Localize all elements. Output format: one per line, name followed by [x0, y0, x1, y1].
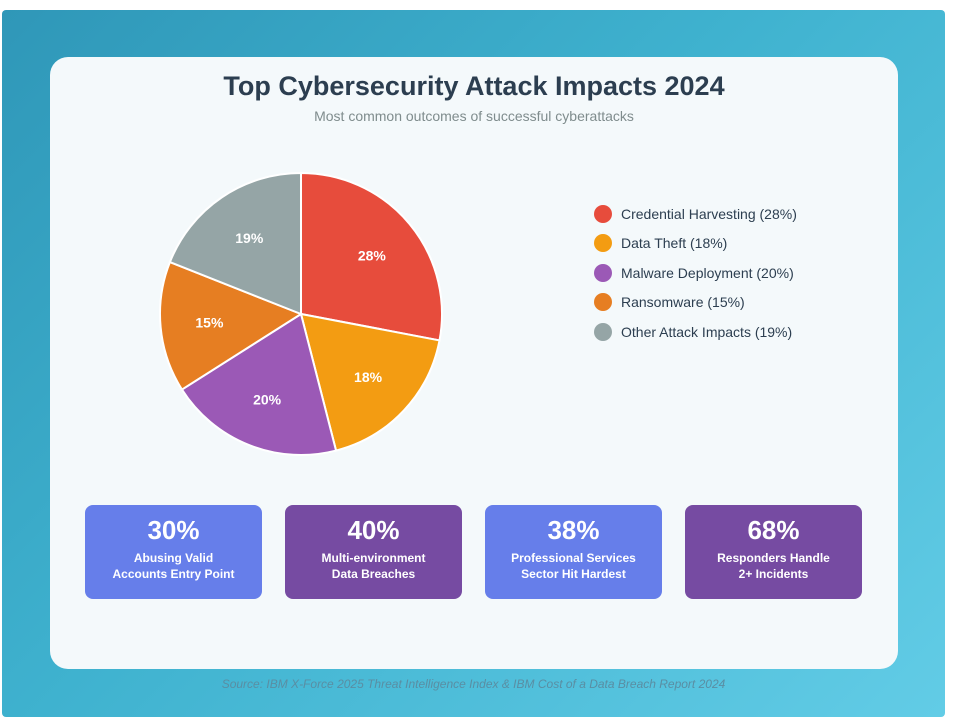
- stat-label: Responders Handle 2+ Incidents: [717, 551, 830, 581]
- pie-slice-other-attack-impacts[interactable]: [168, 171, 302, 316]
- chart-title: Top Cybersecurity Attack Impacts 2024: [223, 71, 725, 101]
- pie-slice-credential-harvesting[interactable]: [300, 171, 443, 342]
- stat-value: 30%: [147, 515, 200, 545]
- pie-data-label-data-theft: 18%: [354, 369, 383, 385]
- pie-chart: 28% 18% 20% 15% 19%: [159, 171, 443, 456]
- legend-label: Malware Deployment (20%): [621, 264, 794, 281]
- stat-value: 38%: [547, 515, 600, 545]
- stat-card-3: 38% Professional Services Sector Hit Hard…: [485, 505, 662, 599]
- stat-value: 68%: [747, 515, 800, 545]
- stat-card-1: 30% Abusing Valid Accounts Entry Point: [85, 505, 262, 599]
- stat-cards: 30% Abusing Valid Accounts Entry Point 40%…: [85, 505, 862, 599]
- pie-slice-malware-deployment[interactable]: [180, 312, 338, 456]
- stat-label: Professional Services Sector Hit Hardest: [511, 551, 636, 581]
- legend-swatch: [594, 204, 612, 223]
- chart-legend: Credential Harvesting (28%) Data Theft (1…: [594, 199, 797, 347]
- chart-card: Top Cybersecurity Attack Impacts 2024 Mo…: [50, 57, 898, 669]
- legend-label: Ransomware (15%): [621, 294, 745, 311]
- chart-subtitle: Most common outcomes of successful cyber…: [314, 108, 634, 124]
- legend-label: Other Attack Impacts (19%): [621, 323, 793, 340]
- legend-swatch: [594, 322, 612, 341]
- stat-card-2: 40% Multi-environment Data Breaches: [285, 505, 462, 599]
- legend-swatch: [594, 263, 612, 282]
- legend-swatch: [594, 234, 612, 253]
- stat-card-4: 68% Responders Handle 2+ Incidents: [685, 505, 862, 599]
- stat-label: Multi-environment Data Breaches: [321, 551, 426, 581]
- legend-item-credential-harvesting[interactable]: Credential Harvesting (28%): [594, 199, 797, 229]
- source-note: Source: IBM X-Force 2025 Threat Intellig…: [221, 677, 726, 691]
- legend-swatch: [594, 293, 612, 312]
- pie-slice-ransomware[interactable]: [159, 260, 304, 391]
- legend-item-malware-deployment[interactable]: Malware Deployment (20%): [594, 258, 797, 288]
- stat-value: 40%: [347, 515, 400, 545]
- legend-item-ransomware[interactable]: Ransomware (15%): [594, 288, 797, 318]
- pie-slice-data-theft[interactable]: [299, 312, 441, 452]
- page-frame: Top Cybersecurity Attack Impacts 2024 Mo…: [2, 10, 945, 717]
- legend-label: Credential Harvesting (28%): [621, 205, 797, 222]
- pie-data-label-other-attack-impacts: 19%: [235, 230, 264, 246]
- pie-data-label-malware-deployment: 20%: [253, 392, 282, 408]
- pie-data-label-ransomware: 15%: [195, 315, 224, 331]
- pie-data-label-credential-harvesting: 28%: [358, 247, 387, 263]
- legend-label: Data Theft (18%): [621, 235, 728, 252]
- legend-item-data-theft[interactable]: Data Theft (18%): [594, 229, 797, 259]
- legend-item-other-attack-impacts[interactable]: Other Attack Impacts (19%): [594, 317, 797, 347]
- stat-label: Abusing Valid Accounts Entry Point: [112, 551, 235, 581]
